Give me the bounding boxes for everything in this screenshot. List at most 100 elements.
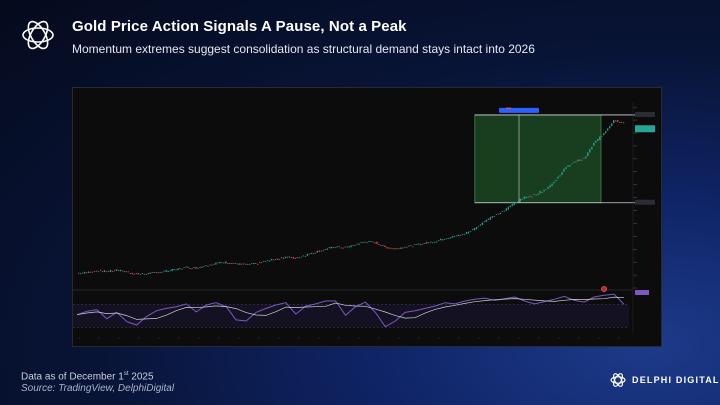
price-candle [553, 181, 555, 184]
price-candle [165, 270, 167, 272]
price-candle [418, 243, 420, 245]
price-candle [465, 231, 468, 234]
price-candle [241, 263, 243, 265]
price-candle [145, 274, 147, 275]
price-candle [97, 271, 100, 273]
price-candle [561, 172, 563, 176]
chart-svg [73, 88, 661, 346]
price-candle [565, 167, 567, 169]
price-candle [521, 199, 523, 200]
price-candle [167, 270, 169, 272]
price-candle [497, 213, 499, 215]
price-candle [157, 272, 159, 274]
price-candle [595, 140, 597, 143]
price-candle [605, 131, 607, 134]
price-candle [430, 241, 432, 243]
price-candle [487, 218, 490, 220]
price-candle [302, 255, 305, 257]
price-candle [491, 216, 494, 218]
price-candle [513, 202, 515, 206]
price-candle [515, 202, 517, 204]
price-candle [95, 270, 98, 272]
price-candle [392, 248, 394, 250]
price-candle [531, 196, 533, 198]
price-candle [312, 253, 315, 254]
price-candle [589, 148, 591, 153]
price-candle [459, 235, 462, 237]
price-candle [129, 273, 132, 274]
price-candle [117, 270, 120, 272]
price-candle [286, 256, 289, 258]
price-candle [352, 244, 354, 246]
price-candle [255, 263, 257, 264]
price-candle [195, 267, 197, 269]
price-candle [251, 263, 253, 265]
price-candle [111, 270, 114, 272]
price-candle [125, 271, 128, 273]
price-candle [177, 268, 179, 271]
price-candle [362, 242, 364, 243]
price-candle [278, 259, 281, 260]
price-candle [557, 176, 559, 179]
price-candle [266, 260, 269, 262]
price-candle [414, 244, 416, 245]
rsi-peak-marker [601, 286, 608, 292]
price-candle [223, 262, 225, 264]
price-candle [455, 235, 458, 237]
price-candle [179, 268, 181, 270]
page-subtitle: Momentum extremes suggest consolidation … [72, 42, 535, 56]
price-candle [545, 189, 547, 190]
price-candle [193, 267, 195, 268]
price-candle [440, 238, 442, 241]
price-candle [469, 231, 472, 233]
price-candle [310, 252, 313, 254]
price-candle [314, 252, 316, 254]
price-candle [481, 222, 484, 225]
price-tag-top [635, 111, 655, 117]
price-candle [621, 121, 623, 123]
price-candle [503, 210, 505, 212]
price-candle [274, 259, 277, 260]
price-candle [139, 273, 141, 275]
price-candle [141, 273, 143, 274]
price-candle [294, 258, 297, 259]
data-date: Data as of December 1st 2025 [21, 371, 154, 383]
price-candle [549, 185, 551, 188]
price-candle [282, 257, 285, 259]
price-candle [416, 244, 418, 245]
price-candle [308, 253, 311, 255]
price-candle [83, 271, 86, 274]
price-candle [115, 269, 118, 271]
price-candle [585, 156, 587, 159]
price-candle [203, 266, 205, 268]
price-candle [613, 120, 615, 124]
price-candle [475, 227, 478, 230]
price-candle [300, 256, 303, 258]
price-candle [280, 257, 283, 259]
price-candle [453, 236, 456, 238]
price-chart[interactable] [72, 87, 662, 347]
price-candle [551, 183, 553, 187]
price-candle [559, 175, 561, 177]
price-candle [366, 242, 368, 244]
price-candle [235, 262, 237, 264]
price-candle [169, 270, 171, 272]
price-tag-current [635, 125, 655, 133]
price-candle [171, 269, 173, 272]
price-candle [197, 267, 199, 269]
price-candle [378, 243, 380, 245]
price-candle [463, 233, 466, 235]
price-candle [219, 261, 221, 264]
price-candle [209, 264, 211, 266]
price-candle [597, 139, 599, 141]
price-candle [505, 208, 507, 211]
price-candle [231, 262, 233, 264]
price-candle [410, 244, 412, 246]
price-candle [382, 245, 384, 247]
price-candle [438, 240, 440, 241]
price-candle [479, 224, 482, 226]
price-candle [535, 194, 537, 196]
price-candle [519, 198, 521, 202]
price-candle [105, 271, 108, 273]
price-candle [173, 268, 175, 271]
